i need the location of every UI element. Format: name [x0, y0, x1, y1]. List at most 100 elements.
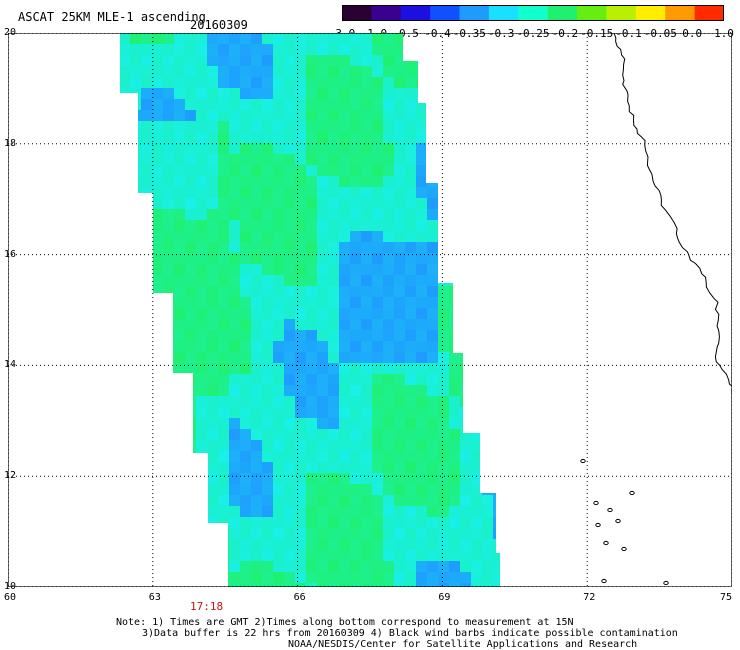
swath-cell	[361, 88, 373, 100]
swath-cell	[284, 121, 296, 133]
swath-cell	[383, 429, 395, 441]
swath-cell	[141, 264, 153, 276]
swath-cell	[262, 143, 274, 155]
swath-cell	[438, 110, 450, 122]
swath-cell	[174, 396, 186, 408]
swath-cell	[493, 572, 500, 584]
swath-cell	[504, 220, 516, 232]
swath-cell	[427, 385, 439, 397]
swath-cell	[317, 517, 329, 529]
colorbar	[342, 5, 724, 21]
swath-cell	[306, 363, 318, 375]
swath-cell	[306, 308, 318, 320]
swath-cell	[240, 363, 252, 375]
swath-cell	[416, 198, 428, 210]
swath-cell	[108, 99, 120, 111]
swath-cell	[262, 44, 274, 56]
swath-cell	[504, 242, 516, 254]
swath-cell	[174, 539, 186, 551]
swath-cell	[141, 440, 153, 452]
swath-cell	[394, 198, 406, 210]
swath-cell	[284, 462, 296, 474]
swath-cell	[141, 484, 153, 496]
swath-cell	[218, 33, 230, 45]
swath-cell	[273, 242, 285, 254]
swath-cell	[108, 242, 120, 254]
island-outline	[580, 458, 586, 464]
swath-cell	[317, 297, 329, 309]
swath-cell	[262, 341, 274, 353]
swath-cell	[383, 209, 395, 221]
swath-cell	[383, 264, 395, 276]
swath-cell	[284, 539, 296, 551]
swath-cell	[130, 121, 142, 133]
swath-cell	[504, 418, 516, 430]
swath-cell	[120, 44, 131, 56]
swath-cell	[120, 495, 131, 507]
swath-cell	[350, 242, 362, 254]
swath-cell	[229, 319, 241, 331]
swath-cell	[120, 77, 131, 89]
swath-cell	[372, 539, 384, 551]
swath-cell	[163, 209, 175, 221]
swath-cell	[120, 572, 131, 584]
swath-cell	[383, 286, 395, 298]
swath-cell	[449, 132, 461, 144]
swath-cell	[504, 550, 516, 562]
swath-cell	[130, 77, 142, 89]
swath-cell	[405, 33, 417, 45]
swath-cell	[163, 473, 175, 485]
swath-cell	[295, 220, 307, 232]
swath-cell	[141, 66, 153, 78]
swath-cell	[229, 561, 241, 573]
swath-cell	[218, 352, 230, 364]
swath-cell	[120, 429, 131, 441]
swath-cell	[218, 165, 230, 177]
swath-cell	[449, 473, 461, 485]
swath-cell	[306, 429, 318, 441]
swath-cell	[339, 517, 351, 529]
swath-cell	[328, 187, 340, 199]
swath-cell	[449, 242, 461, 254]
swath-cell	[295, 275, 307, 287]
swath-cell	[240, 341, 252, 353]
island-outline	[621, 546, 627, 552]
swath-cell	[328, 176, 340, 188]
swath-cell	[207, 539, 219, 551]
swath-cell	[229, 484, 241, 496]
swath-cell	[251, 286, 263, 298]
swath-cell	[317, 341, 329, 353]
swath-cell	[383, 319, 395, 331]
swath-cell	[493, 495, 500, 507]
swath-cell	[482, 275, 494, 287]
swath-cell	[394, 110, 406, 122]
swath-cell	[350, 55, 362, 67]
swath-cell	[152, 264, 164, 276]
swath-cell	[328, 495, 340, 507]
swath-cell	[449, 539, 461, 551]
swath-cell	[273, 132, 285, 144]
swath-cell	[317, 363, 329, 375]
swath-cell	[163, 462, 175, 474]
swath-cell	[130, 33, 142, 45]
swath-cell	[372, 363, 384, 375]
swath-cell	[174, 352, 186, 364]
longitude-label: 63	[148, 592, 161, 603]
swath-cell	[493, 187, 500, 199]
swath-cell	[185, 231, 197, 243]
swath-cell	[317, 198, 329, 210]
swath-cell	[174, 154, 186, 166]
swath-cell	[295, 308, 307, 320]
swath-cell	[185, 473, 197, 485]
swath-cell	[361, 385, 373, 397]
swath-cell	[240, 374, 252, 386]
swath-cell	[120, 176, 131, 188]
swath-cell	[185, 561, 197, 573]
swath-cell	[207, 99, 219, 111]
swath-cell	[152, 44, 164, 56]
swath-cell	[207, 517, 219, 529]
swath-cell	[218, 264, 230, 276]
swath-cell	[460, 209, 472, 221]
swath-cell	[339, 187, 351, 199]
swath-cell	[240, 209, 252, 221]
